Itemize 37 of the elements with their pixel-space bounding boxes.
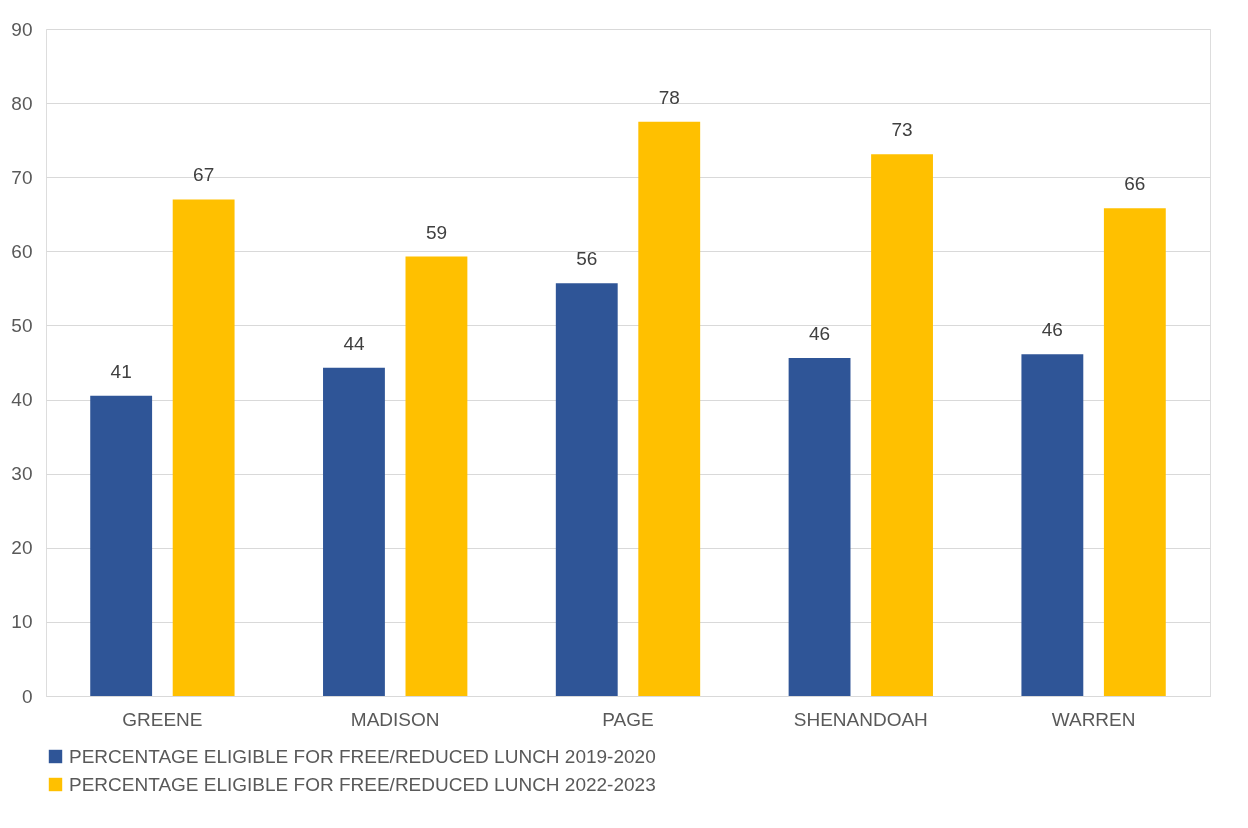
y-tick-label: 40: [11, 389, 33, 411]
data-label: 66: [1124, 173, 1146, 195]
y-tick-label: 80: [11, 92, 33, 114]
data-label: 78: [658, 86, 680, 108]
data-label: 67: [193, 164, 215, 186]
y-tick-label: 20: [11, 537, 33, 559]
data-label: 44: [343, 332, 365, 354]
x-tick-label: MADISON: [350, 708, 440, 730]
legend-label: PERCENTAGE ELIGIBLE FOR FREE/REDUCED LUNCH 2022-2023: [69, 773, 656, 795]
data-label: 46: [808, 323, 831, 345]
y-tick-label: 60: [11, 240, 33, 262]
data-label: 59: [425, 221, 448, 243]
y-tick-label: 70: [11, 166, 33, 188]
bar: [788, 358, 851, 696]
x-tick-label: SHENANDOAH: [793, 708, 928, 730]
bar: [638, 121, 701, 696]
x-tick-label: PAGE: [602, 708, 654, 730]
bar: [1103, 208, 1166, 696]
y-tick-label: 0: [21, 685, 33, 707]
y-tick-label: 30: [11, 463, 33, 485]
y-tick-label: 90: [11, 18, 33, 40]
x-tick-label: GREENE: [122, 708, 203, 730]
bar: [323, 367, 385, 696]
bar: [405, 256, 468, 696]
data-label: 73: [891, 119, 913, 141]
data-label: 46: [1041, 319, 1063, 341]
data-label: 41: [110, 360, 132, 382]
y-tick-label: 50: [11, 314, 33, 336]
bar: [1021, 354, 1084, 696]
bar: [90, 395, 153, 696]
y-tick-label: 10: [11, 611, 33, 633]
bar: [555, 283, 618, 696]
bar: [172, 199, 235, 696]
x-tick-label: WARREN: [1051, 708, 1136, 730]
bar: [871, 154, 933, 696]
data-label: 56: [576, 248, 598, 270]
legend-label: PERCENTAGE ELIGIBLE FOR FREE/REDUCED LUNCH 2019-2020: [69, 745, 656, 767]
